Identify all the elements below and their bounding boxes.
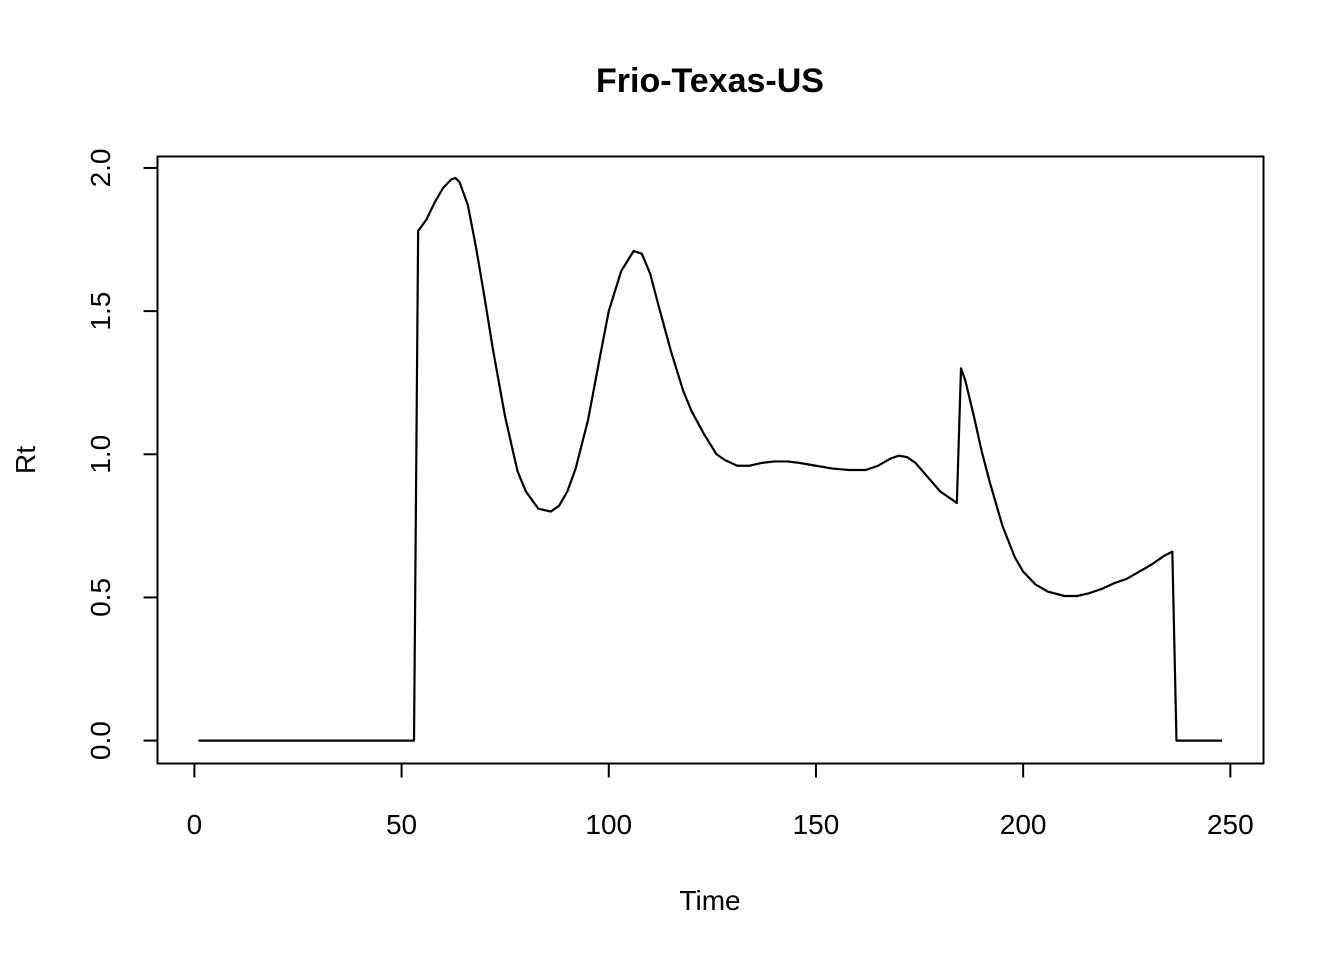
x-tick-label: 200 — [1000, 809, 1047, 840]
chart-title: Frio-Texas-US — [596, 62, 824, 100]
series-line-0 — [198, 176, 1223, 742]
x-axis-label: Time — [679, 885, 740, 916]
y-tick-label: 0.5 — [85, 578, 116, 617]
x-tick-label: 100 — [585, 809, 632, 840]
x-tick-label: 150 — [793, 809, 840, 840]
y-axis: 0.0 0.5 1.0 1.5 2.0 — [85, 148, 159, 760]
y-tick-label: 0.0 — [85, 721, 116, 760]
y-tick-label: 1.0 — [85, 435, 116, 474]
series-layer — [198, 176, 1223, 742]
x-tick-label: 250 — [1207, 809, 1254, 840]
y-tick-label: 2.0 — [85, 148, 116, 187]
x-tick-label: 50 — [386, 809, 417, 840]
plot-frame — [156, 155, 1265, 765]
x-axis: 0 50 100 150 200 250 — [187, 762, 1254, 840]
y-tick-label: 1.5 — [85, 292, 116, 331]
y-axis-label: Rt — [10, 446, 41, 474]
x-tick-label: 0 — [187, 809, 203, 840]
